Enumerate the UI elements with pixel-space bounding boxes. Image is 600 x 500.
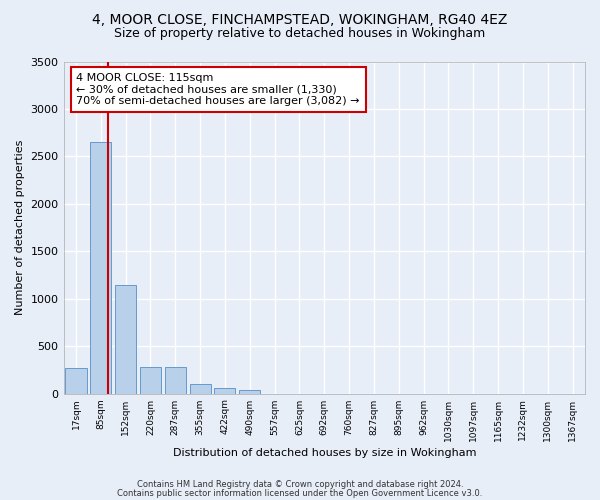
Text: Contains public sector information licensed under the Open Government Licence v3: Contains public sector information licen… xyxy=(118,488,482,498)
Bar xyxy=(65,368,86,394)
Text: Contains HM Land Registry data © Crown copyright and database right 2024.: Contains HM Land Registry data © Crown c… xyxy=(137,480,463,489)
Bar xyxy=(140,367,161,394)
Bar xyxy=(239,390,260,394)
Bar xyxy=(115,286,136,394)
Bar xyxy=(165,367,186,394)
Text: 4, MOOR CLOSE, FINCHAMPSTEAD, WOKINGHAM, RG40 4EZ: 4, MOOR CLOSE, FINCHAMPSTEAD, WOKINGHAM,… xyxy=(92,12,508,26)
Text: 4 MOOR CLOSE: 115sqm
← 30% of detached houses are smaller (1,330)
70% of semi-de: 4 MOOR CLOSE: 115sqm ← 30% of detached h… xyxy=(76,73,360,106)
X-axis label: Distribution of detached houses by size in Wokingham: Distribution of detached houses by size … xyxy=(173,448,476,458)
Bar xyxy=(90,142,112,394)
Bar xyxy=(190,384,211,394)
Y-axis label: Number of detached properties: Number of detached properties xyxy=(15,140,25,315)
Bar xyxy=(214,388,235,394)
Text: Size of property relative to detached houses in Wokingham: Size of property relative to detached ho… xyxy=(115,28,485,40)
